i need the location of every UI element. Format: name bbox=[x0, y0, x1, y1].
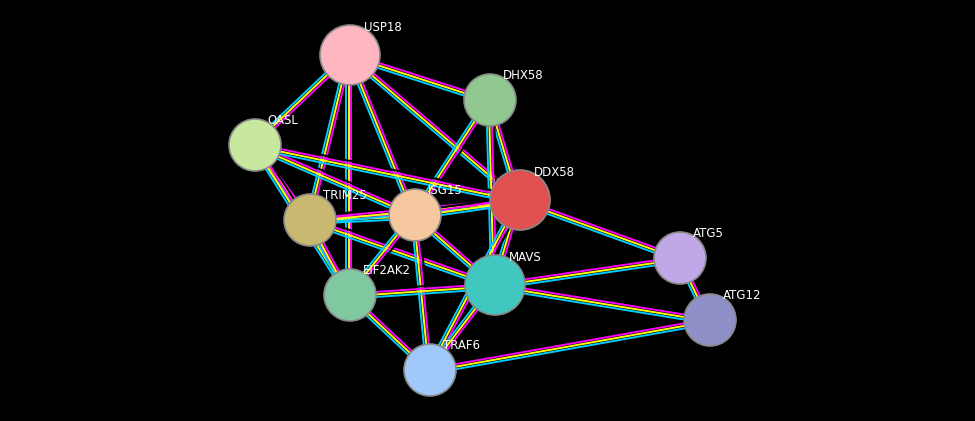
Circle shape bbox=[465, 255, 525, 315]
Text: MAVS: MAVS bbox=[509, 251, 542, 264]
Text: USP18: USP18 bbox=[364, 21, 402, 34]
Text: OASL: OASL bbox=[268, 114, 298, 127]
Circle shape bbox=[464, 74, 516, 126]
Text: ISG15: ISG15 bbox=[428, 184, 462, 197]
Text: ATG12: ATG12 bbox=[722, 289, 761, 302]
Circle shape bbox=[490, 170, 550, 230]
Circle shape bbox=[324, 269, 376, 321]
Circle shape bbox=[229, 119, 281, 171]
Circle shape bbox=[404, 344, 456, 396]
Text: DHX58: DHX58 bbox=[503, 69, 543, 82]
Text: ATG5: ATG5 bbox=[693, 227, 723, 240]
Text: TRIM25: TRIM25 bbox=[323, 189, 367, 202]
Circle shape bbox=[684, 294, 736, 346]
Circle shape bbox=[389, 189, 441, 241]
Text: EIF2AK2: EIF2AK2 bbox=[363, 264, 410, 277]
Circle shape bbox=[284, 194, 336, 246]
Text: DDX58: DDX58 bbox=[534, 166, 575, 179]
Circle shape bbox=[320, 25, 380, 85]
Text: TRAF6: TRAF6 bbox=[443, 339, 480, 352]
Circle shape bbox=[654, 232, 706, 284]
